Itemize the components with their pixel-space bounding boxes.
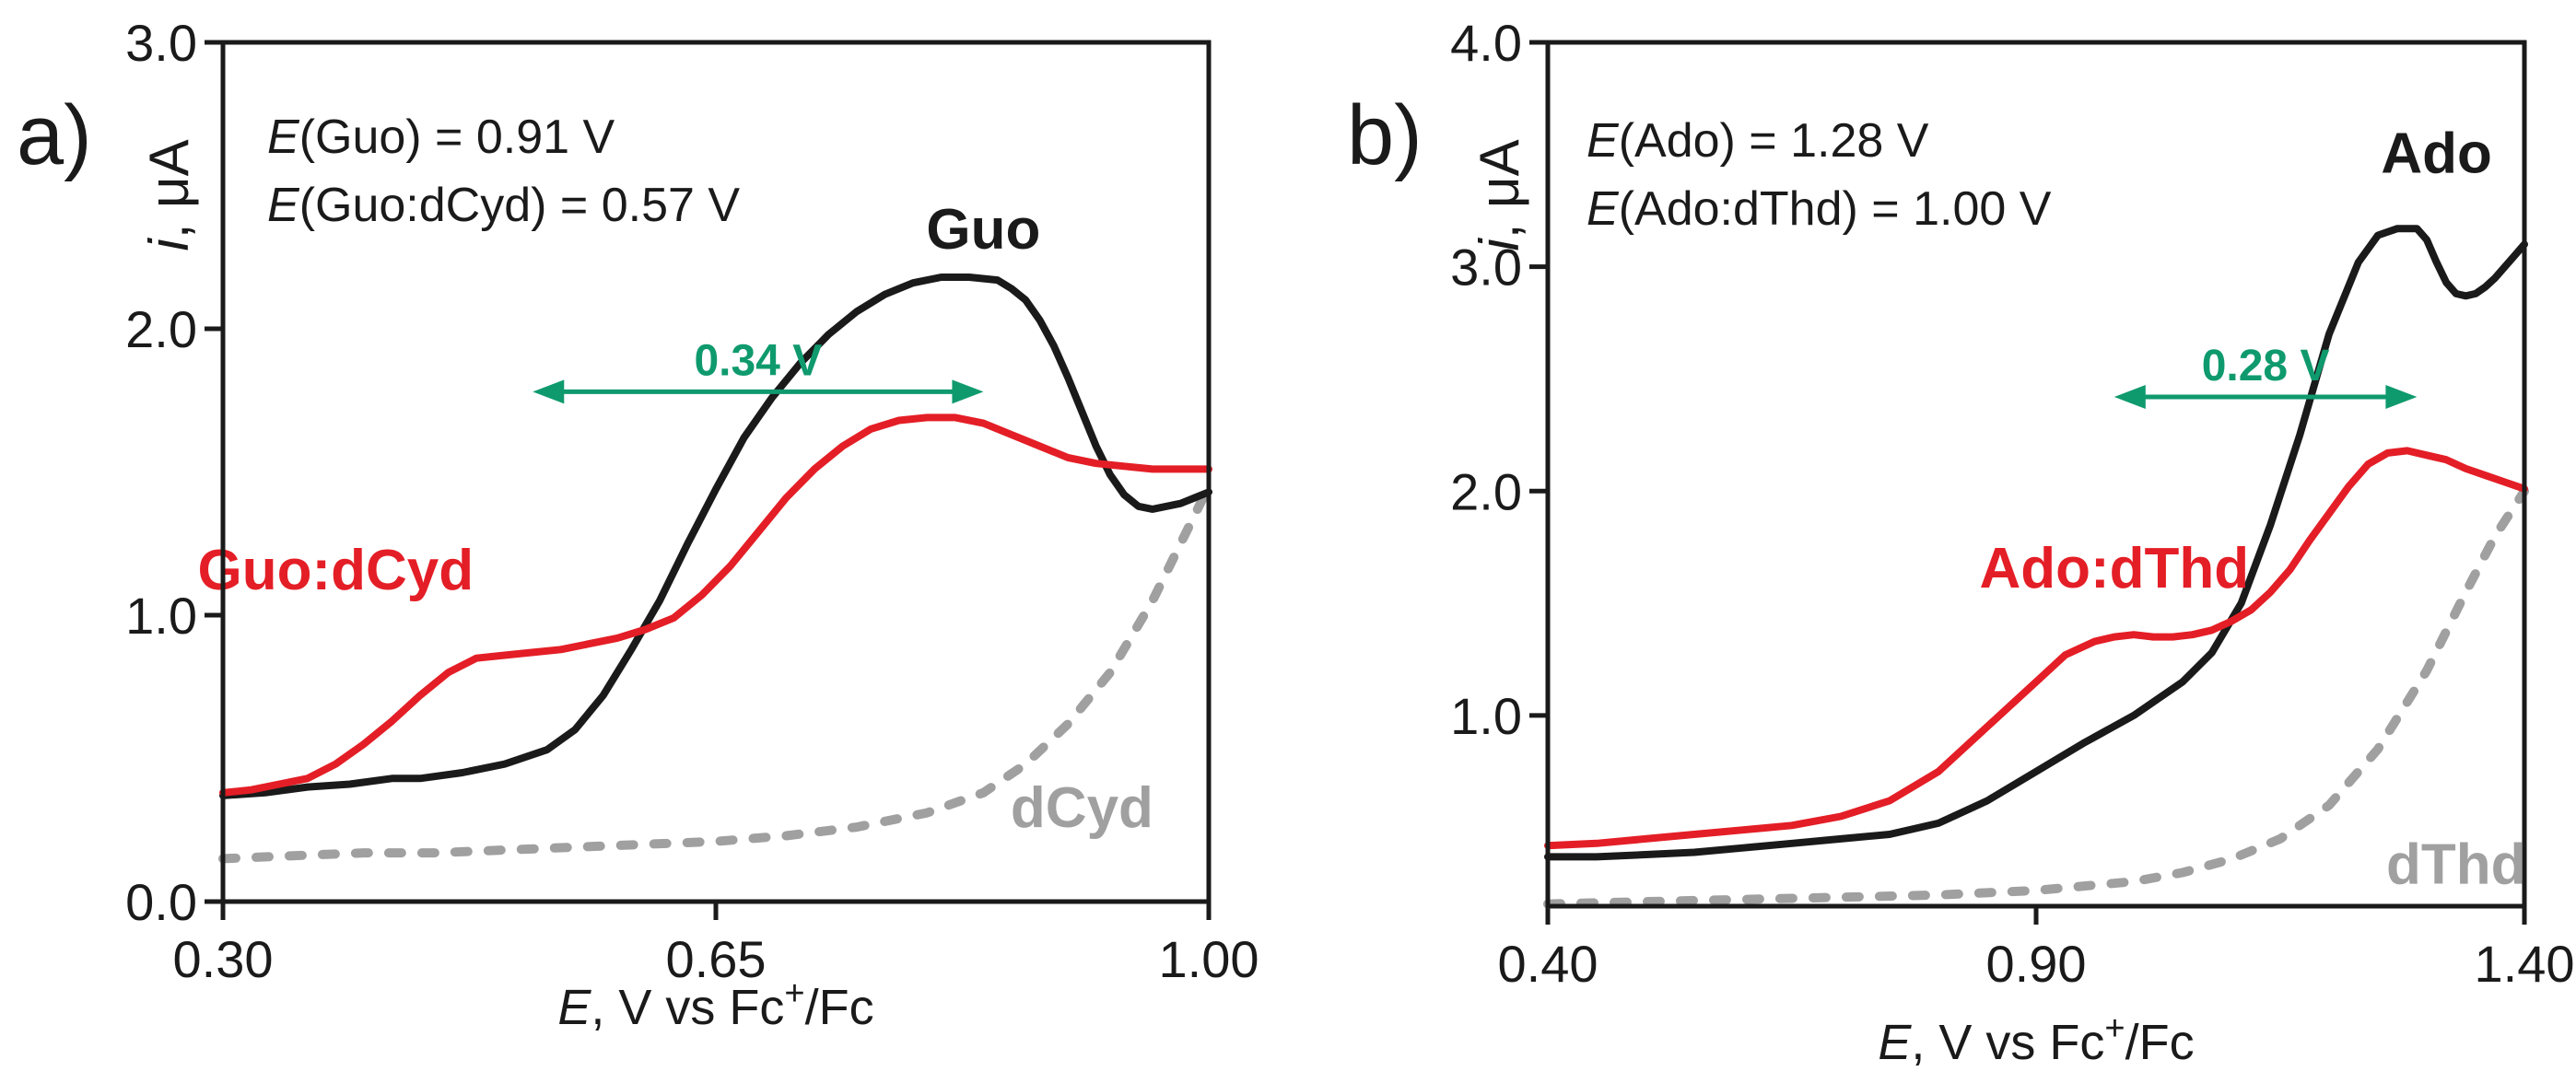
panel-a-annotation-2-text: (Guo:dCyd) = 0.57 V bbox=[299, 179, 741, 232]
panel-b-plot-frame bbox=[1545, 40, 2527, 909]
panel-a-series-dcyd-label: dCyd bbox=[1011, 776, 1153, 840]
panel-b: b) i, μA 0.40 0.90 1.40 1.0 2.0 3.0 4.0 Ado Ado… bbox=[1347, 14, 2575, 1070]
panel-b-y-axis-label: i, μA bbox=[1469, 139, 1530, 250]
panel-b-ylabel-italic: i bbox=[1469, 238, 1530, 251]
panel-a-y-tick-label: 3.0 bbox=[125, 14, 197, 72]
panel-b-y-tick-label: 3.0 bbox=[1450, 239, 1522, 297]
panel-a-x-tick-label: 0.65 bbox=[666, 930, 767, 988]
panel-b-y-tick-label: 2.0 bbox=[1450, 462, 1522, 520]
panel-a-ylabel-italic: i bbox=[138, 238, 200, 251]
panel-b-y-tick-label: 1.0 bbox=[1450, 687, 1522, 745]
panel-a-series-guo-dcyd-label: Guo:dCyd bbox=[197, 539, 474, 602]
panel-b-x-tick-label: 1.40 bbox=[2475, 935, 2575, 993]
panel-a-plot-frame bbox=[220, 40, 1212, 904]
panel-a-xlabel-sup: + bbox=[784, 974, 804, 1013]
panel-b-series-ado-label: Ado bbox=[2381, 122, 2492, 185]
panel-b-y-tick-label: 4.0 bbox=[1450, 14, 1522, 72]
panel-a-annotation-1: E(Guo) = 0.91 V bbox=[267, 111, 615, 164]
panel-a-xlabel-italic: E bbox=[557, 980, 591, 1035]
panel-b-annotation-1-italic: E bbox=[1587, 114, 1620, 168]
panel-a-arrow-label: 0.34 V bbox=[694, 336, 822, 385]
panel-b-annotation-1: E(Ado) = 1.28 V bbox=[1587, 114, 1929, 168]
panel-b-annotation-2: E(Ado:dThd) = 1.00 V bbox=[1587, 182, 2052, 236]
panel-a-y-tick-label: 2.0 bbox=[125, 300, 197, 358]
panel-b-arrow-head-left bbox=[2113, 384, 2146, 409]
panel-b-ylabel-rest: , μA bbox=[1469, 139, 1530, 239]
panel-b-arrow-head-right bbox=[2385, 384, 2418, 409]
panel-a-ylabel-rest: , μA bbox=[138, 139, 200, 239]
panel-b-annotation-2-italic: E bbox=[1587, 182, 1620, 236]
panel-b-xlabel-rest: , V vs Fc bbox=[1911, 1015, 2104, 1070]
panel-a-annotation-2: E(Guo:dCyd) = 0.57 V bbox=[267, 179, 740, 232]
panel-b-series-ado-line bbox=[1544, 225, 2528, 861]
panel-b-series-ado-dthd-label: Ado:dThd bbox=[1979, 537, 2249, 600]
panel-a: a) i, μA 0.30 0.65 1.00 0.0 1.0 2.0 3.0 Guo Guo… bbox=[17, 14, 1259, 1035]
panel-b-x-axis-label: E, V vs Fc+/Fc bbox=[1878, 1009, 2194, 1070]
panel-b-xlabel-sup: + bbox=[2104, 1009, 2125, 1048]
panel-b-x-tick-label: 0.90 bbox=[1986, 935, 2087, 993]
panel-a-y-tick-label: 1.0 bbox=[125, 587, 197, 645]
panel-a-y-tick-label: 0.0 bbox=[125, 873, 197, 931]
panel-b-annotation-2-text: (Ado:dThd) = 1.00 V bbox=[1619, 182, 2052, 236]
panel-b-arrow-label: 0.28 V bbox=[2202, 342, 2330, 390]
panel-a-x-tick-label: 1.00 bbox=[1159, 930, 1259, 988]
panel-a-y-axis-label: i, μA bbox=[138, 139, 200, 250]
panel-b-series-dthd-label: dThd bbox=[2386, 833, 2526, 897]
panel-a-x-tick-label: 0.30 bbox=[173, 930, 274, 988]
panel-a-series-guo-line bbox=[219, 274, 1212, 799]
panel-a-annotation-1-text: (Guo) = 0.91 V bbox=[299, 111, 615, 164]
panel-a-arrow-head-right bbox=[952, 379, 984, 404]
panel-b-xlabel-italic: E bbox=[1878, 1015, 1912, 1070]
panel-b-x-tick-label: 0.40 bbox=[1498, 935, 1598, 993]
panel-a-x-axis-label: E, V vs Fc+/Fc bbox=[557, 974, 873, 1035]
panel-a-xlabel-end: /Fc bbox=[805, 980, 874, 1035]
panel-a-series-guo-label: Guo bbox=[926, 198, 1040, 262]
panel-a-arrow-head-left bbox=[533, 379, 565, 404]
panel-a-annotation-1-italic: E bbox=[267, 111, 300, 164]
panel-b-label: b) bbox=[1347, 88, 1423, 182]
panel-b-xlabel-end: /Fc bbox=[2125, 1015, 2195, 1070]
panel-a-series-guo-dcyd-line bbox=[219, 413, 1212, 797]
panel-b-annotation-1-text: (Ado) = 1.28 V bbox=[1619, 114, 1929, 168]
panel-b-series-dthd-line bbox=[1543, 486, 2529, 909]
panel-a-label: a) bbox=[17, 88, 92, 182]
panel-a-xlabel-rest: , V vs Fc bbox=[591, 980, 784, 1035]
panel-a-annotation-2-italic: E bbox=[267, 179, 300, 232]
panel-b-series-ado-dthd-line bbox=[1544, 447, 2528, 850]
panel-a-series-dcyd-line bbox=[218, 482, 1213, 864]
